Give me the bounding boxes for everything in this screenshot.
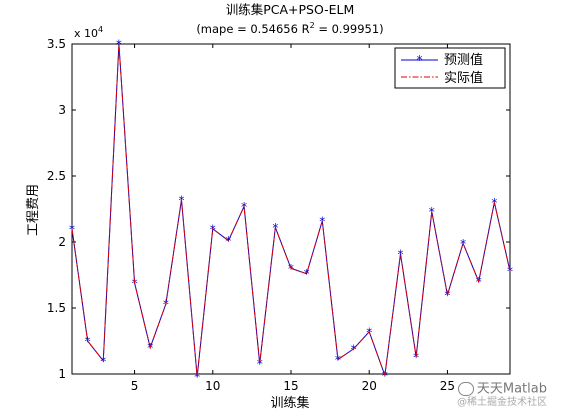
subtitle-sup: 2 xyxy=(310,21,315,30)
predicted-point: * xyxy=(413,350,419,364)
x-tick-label: 25 xyxy=(440,379,455,393)
x-axis-label: 训练集 xyxy=(270,395,309,411)
legend-box xyxy=(394,47,506,89)
predicted-point: * xyxy=(116,38,122,52)
legend-label-predicted: 预测值 xyxy=(444,52,483,68)
y-tick-label: 1.5 xyxy=(47,301,66,315)
predicted-point: * xyxy=(398,247,404,261)
predicted-point: * xyxy=(507,265,513,279)
predicted-point: * xyxy=(194,370,200,384)
watermark: 天天Matlab @稀土掘金技术社区 xyxy=(457,382,547,408)
subtitle-prefix: (mape = 0.54656 R xyxy=(196,22,309,36)
predicted-point: * xyxy=(85,335,91,349)
x-tick-label: 5 xyxy=(131,379,139,393)
plot-area xyxy=(71,43,511,375)
predicted-point: * xyxy=(257,357,263,371)
predicted-point: * xyxy=(444,288,450,302)
series-layer: *************** ************** xyxy=(69,38,513,385)
predicted-point: * xyxy=(304,267,310,281)
legend-label-actual: 实际值 xyxy=(444,70,483,86)
predicted-point: * xyxy=(382,369,388,383)
legend-marker-predicted: * xyxy=(417,53,423,67)
x-tick-label: 20 xyxy=(362,379,377,393)
watermark-line1: 天天Matlab xyxy=(457,382,547,397)
subtitle-suffix: = 0.99951) xyxy=(315,22,384,36)
y-tick-label: 3.5 xyxy=(47,37,66,51)
chat-bubble-icon xyxy=(457,382,474,396)
watermark-line2: @稀土掘金技术社区 xyxy=(457,396,547,408)
y-exponent: x 104 xyxy=(74,25,103,40)
chart-title: 训练集PCA+PSO-ELM xyxy=(226,2,355,17)
predicted-point: * xyxy=(335,353,341,367)
series-line-actual xyxy=(71,43,511,377)
legend: * 预测值 实际值 xyxy=(394,47,506,89)
y-tick-label: 2 xyxy=(58,235,66,249)
x-tick-label: 15 xyxy=(283,379,298,393)
y-tick-label: 3 xyxy=(58,103,66,117)
chart-subtitle: (mape = 0.54656 R2 = 0.99951) xyxy=(196,21,383,36)
y-tick-label: 1 xyxy=(58,367,66,381)
axis-ticks: 5 10 15 20 25 1 1.5 2 2.5 3 3.5 xyxy=(47,37,510,393)
y-tick-label: 2.5 xyxy=(47,169,66,183)
y-axis-label: 工程费用 xyxy=(26,184,41,236)
x-tick-label: 10 xyxy=(205,379,220,393)
